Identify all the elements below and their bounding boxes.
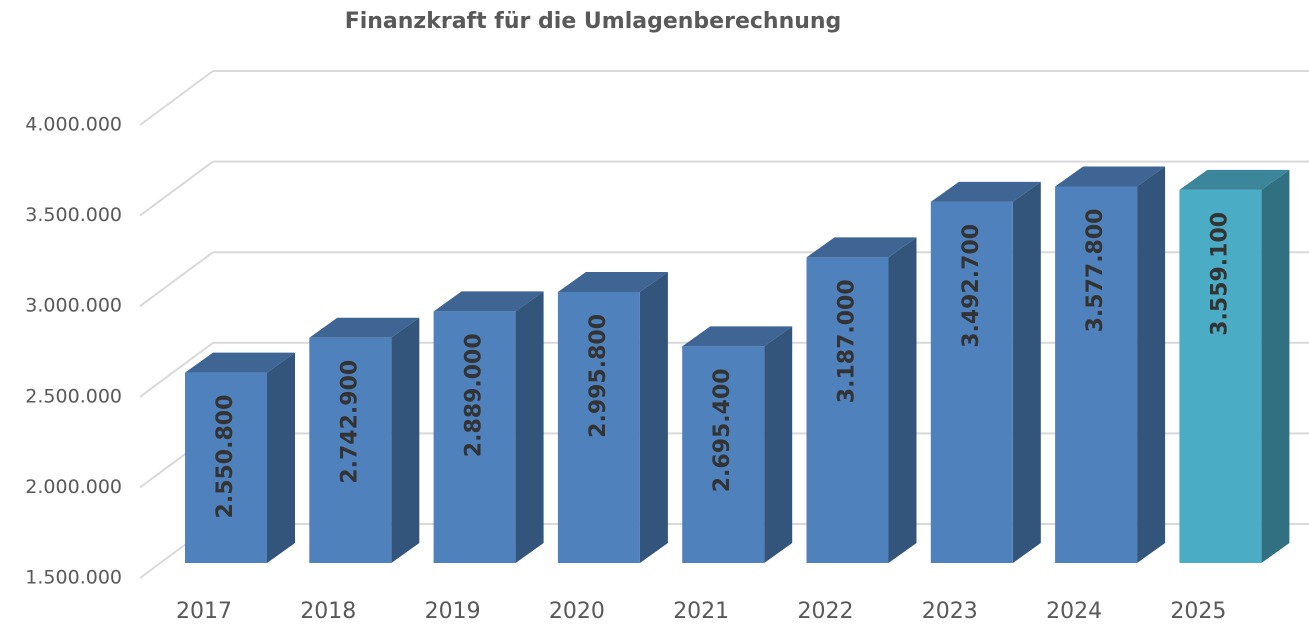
bar-top	[1179, 169, 1290, 190]
bar-top	[185, 352, 295, 373]
bar-top	[682, 326, 793, 347]
data-label: 3.492.700	[959, 224, 984, 348]
y-tick-label: 4.000.000	[25, 114, 122, 136]
bar	[682, 346, 765, 563]
x-tick-label: 2018	[300, 599, 356, 624]
bar-side	[639, 271, 668, 563]
bar-top	[433, 291, 544, 312]
x-tick-label: 2019	[425, 599, 481, 624]
y-tick-label: 3.000.000	[25, 295, 122, 317]
bar-side	[391, 317, 420, 563]
bar-side	[1137, 166, 1166, 564]
x-tick-label: 2024	[1046, 599, 1102, 624]
bar-top	[557, 271, 668, 292]
data-label: 2.550.800	[213, 395, 238, 519]
bar-top	[309, 317, 420, 338]
bar-side	[515, 291, 544, 563]
data-label: 2.742.900	[337, 360, 362, 484]
x-tick-label: 2025	[1170, 599, 1226, 624]
bar-side	[267, 352, 295, 563]
y-tick-label: 3.500.000	[25, 204, 122, 226]
bar	[1179, 189, 1262, 563]
bar-top	[806, 237, 917, 258]
y-tick-label: 1.500.000	[25, 567, 122, 589]
chart-title: Finanzkraft für die Umlagenberechnung	[345, 9, 842, 34]
bar-side	[1012, 181, 1041, 563]
bar	[806, 257, 889, 563]
data-label: 2.995.800	[586, 314, 611, 438]
y-tick-label: 2.000.000	[25, 476, 122, 498]
grid-line	[139, 251, 214, 308]
bar	[309, 337, 392, 563]
grid-line	[139, 341, 214, 398]
x-tick-label: 2023	[922, 599, 978, 624]
data-label: 2.889.000	[462, 333, 487, 457]
bar-side	[888, 237, 917, 563]
data-label: 3.187.000	[835, 279, 860, 403]
x-tick-label: 2020	[549, 599, 605, 624]
grid-line	[139, 160, 214, 217]
x-tick-label: 2021	[673, 599, 729, 624]
bar	[930, 201, 1013, 563]
grid-line	[139, 70, 214, 126]
data-label: 2.695.400	[710, 368, 735, 492]
data-label: 3.577.800	[1083, 209, 1108, 333]
x-tick-label: 2017	[176, 599, 232, 624]
bar	[433, 311, 516, 563]
x-tick-label: 2022	[798, 599, 854, 624]
bar	[185, 372, 267, 563]
bar-top	[1055, 166, 1166, 187]
bar	[1055, 186, 1138, 564]
y-tick-label: 2.500.000	[25, 385, 122, 407]
bar-side	[764, 326, 793, 563]
data-label: 3.559.100	[1207, 212, 1232, 336]
bar	[557, 291, 640, 563]
bar-top	[930, 181, 1041, 202]
bar-side	[1261, 169, 1290, 563]
